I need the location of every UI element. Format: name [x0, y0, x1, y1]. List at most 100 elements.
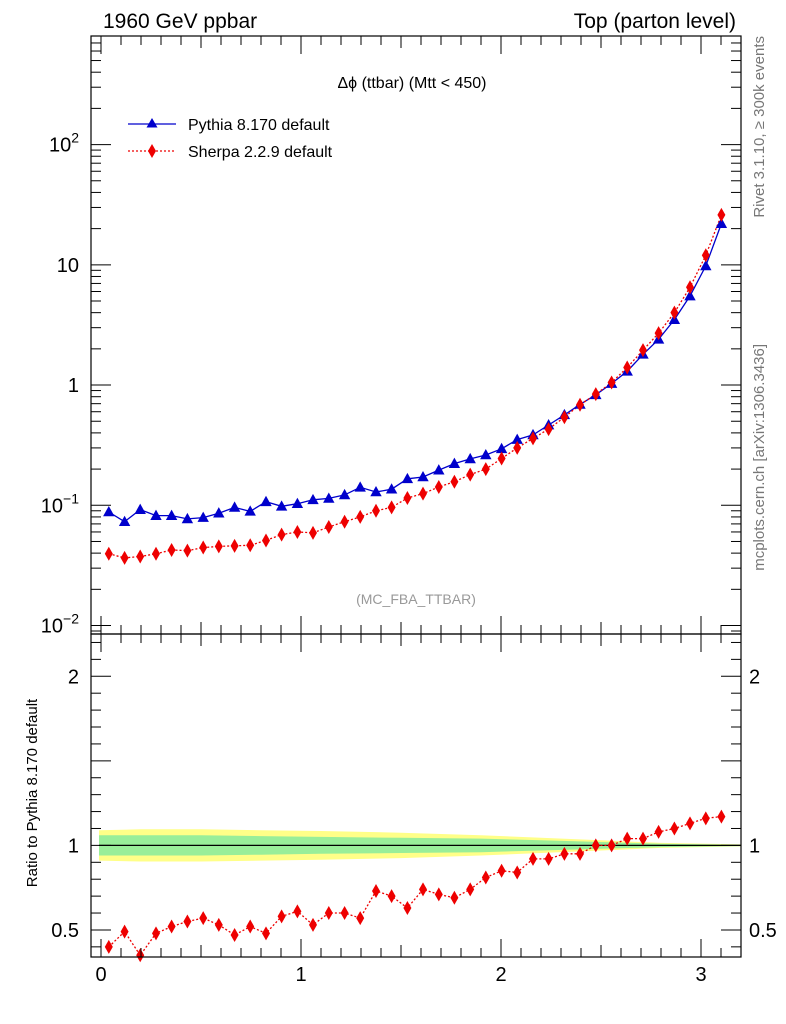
main-point-series-0: [354, 481, 366, 492]
main-point-series-1: [701, 248, 710, 263]
ratio-point-series-0: [639, 831, 647, 846]
main-point-series-1: [372, 503, 380, 518]
main-point-series-0: [323, 492, 335, 503]
main-point-series-1: [167, 542, 176, 557]
main-point-series-0: [307, 493, 319, 505]
ratio-y-tick-label-right: 1: [749, 835, 760, 857]
ratio-point-series-0: [434, 887, 443, 902]
main-point-series-0: [464, 452, 476, 464]
main-point-series-1: [183, 543, 192, 558]
ratio-point-series-0: [340, 906, 349, 921]
ratio-point-series-0: [167, 919, 176, 934]
main-point-series-1: [419, 486, 427, 501]
main-point-series-0: [700, 259, 712, 271]
main-axis-ticks: [91, 35, 742, 634]
main-point-series-1: [450, 474, 459, 489]
ratio-point-series-0: [183, 914, 192, 929]
ratio-panel: 0.5 0.5 1 1 2 2 0 1 2 3 Ratio to Pythia 8.170 de…: [24, 633, 777, 986]
header-right: Top (parton level): [574, 10, 736, 33]
ratio-point-series-0: [544, 851, 553, 866]
ratio-y-tick-label-left: 1: [68, 835, 79, 857]
ratio-point-series-0: [403, 900, 412, 915]
main-point-series-0: [103, 505, 115, 517]
main-point-series-0: [197, 511, 209, 522]
ratio-point-series-0: [450, 890, 459, 905]
main-point-series-0: [118, 515, 131, 527]
ratio-point-series-0: [591, 838, 600, 853]
legend-label-sherpa: Sherpa 2.2.9 default: [188, 144, 333, 161]
main-point-series-1: [654, 326, 663, 341]
main-point-series-1: [262, 533, 270, 548]
main-series-markers: [103, 207, 728, 565]
ratio-point-series-0: [246, 919, 255, 934]
main-y-tick-labels: 10−2 10−1 1 10 102: [41, 130, 79, 638]
main-series-lines: [108, 214, 723, 559]
main-point-series-1: [293, 524, 302, 539]
ratio-point-series-0: [214, 917, 223, 932]
main-point-series-0: [150, 509, 162, 520]
main-point-series-0: [433, 464, 445, 475]
ratio-point-series-0: [686, 816, 694, 831]
main-y-tick-label: 10: [57, 255, 79, 277]
ratio-point-series-0: [356, 911, 365, 926]
x-tick-label: 3: [695, 964, 706, 986]
main-point-series-0: [181, 512, 194, 524]
watermark: (MC_FBA_TTBAR): [356, 591, 476, 607]
ratio-frame: [90, 633, 742, 958]
ratio-point-series-0: [120, 924, 129, 939]
main-point-series-0: [338, 488, 351, 500]
main-point-series-1: [623, 360, 632, 375]
ratio-point-series-0: [136, 948, 145, 963]
ratio-point-series-0: [497, 863, 506, 878]
main-line-series-1: [108, 214, 723, 559]
ratio-y-tick-labels: 0.5 0.5 1 1 2 2: [51, 666, 777, 942]
main-point-series-0: [134, 503, 146, 514]
main-line-series-0: [108, 223, 723, 523]
legend-marker-sherpa: [148, 144, 156, 158]
main-point-series-0: [684, 290, 696, 301]
main-point-series-1: [544, 422, 553, 437]
ratio-axis-ticks: [91, 634, 742, 957]
ratio-point-series-0: [623, 831, 632, 846]
x-tick-label: 0: [95, 964, 106, 986]
ratio-point-series-0: [576, 846, 584, 861]
main-point-series-1: [639, 343, 647, 358]
mcplots-label: mcplots.cern.ch [arXiv:1306.3436]: [751, 344, 768, 571]
x-tick-label: 1: [295, 964, 306, 986]
main-point-series-1: [513, 440, 522, 455]
legend-entry-sherpa: Sherpa 2.2.9 default: [128, 144, 333, 161]
main-point-series-1: [104, 546, 113, 561]
ratio-point-series-0: [262, 926, 270, 941]
main-point-series-0: [165, 509, 178, 520]
ratio-point-series-0: [560, 846, 569, 861]
main-point-series-1: [434, 479, 443, 494]
main-point-series-0: [291, 497, 304, 509]
main-point-series-0: [244, 505, 256, 516]
main-point-series-1: [277, 527, 286, 542]
main-point-series-1: [324, 519, 333, 534]
main-point-series-1: [529, 431, 537, 446]
main-point-series-1: [670, 305, 679, 320]
ratio-point-series-0: [670, 821, 679, 836]
ratio-point-series-0: [607, 838, 616, 853]
main-point-series-1: [481, 462, 490, 477]
main-point-series-1: [120, 550, 129, 565]
main-point-series-1: [717, 207, 726, 222]
ratio-point-series-0: [277, 909, 286, 924]
ratio-point-series-0: [529, 851, 537, 866]
rivet-label: Rivet 3.1.10, ≥ 300k events: [751, 36, 768, 218]
main-y-tick-label: 1: [68, 375, 79, 397]
main-point-series-0: [260, 495, 272, 507]
ratio-y-tick-label-left: 2: [68, 666, 79, 688]
legend-entry-pythia: Pythia 8.170 default: [128, 117, 330, 134]
main-point-series-1: [403, 490, 412, 505]
ratio-point-series-0: [466, 882, 475, 897]
ratio-point-series-0: [419, 882, 427, 897]
ratio-y-tick-label-right: 2: [749, 666, 760, 688]
ratio-point-series-0: [104, 939, 113, 954]
x-tick-label: 2: [495, 964, 506, 986]
main-point-series-0: [228, 501, 241, 512]
header-left: 1960 GeV ppbar: [103, 10, 257, 33]
main-point-series-1: [246, 538, 255, 553]
legend-label-pythia: Pythia 8.170 default: [188, 117, 330, 134]
